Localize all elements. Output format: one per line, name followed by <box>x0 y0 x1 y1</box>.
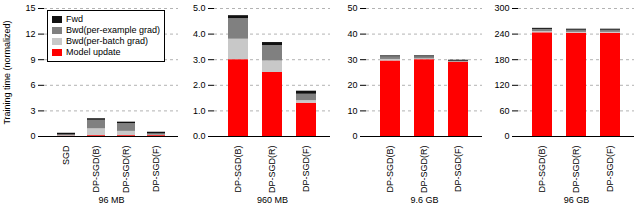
svg-text:3: 3 <box>30 106 35 116</box>
svg-text:30: 30 <box>347 55 357 65</box>
html-text:Model update: Model update <box>66 47 121 57</box>
svg-text:6: 6 <box>30 80 35 90</box>
svg-text:40: 40 <box>347 29 357 39</box>
svg-text:DP-SGD(R): DP-SGD(R) <box>419 146 429 194</box>
svg-text:0: 0 <box>30 131 35 141</box>
svg-text:60: 60 <box>499 106 509 116</box>
svg-text:96 GB: 96 GB <box>564 195 590 205</box>
svg-text:DP-SGD(R): DP-SGD(R) <box>121 146 131 194</box>
svg-text:4.0: 4.0 <box>193 29 206 39</box>
svg-text:9.6 GB: 9.6 GB <box>410 195 438 205</box>
svg-text:DP-SGD(F): DP-SGD(F) <box>453 146 463 193</box>
svg-text:Training time (normalized): Training time (normalized) <box>2 20 12 124</box>
html-text:Bwd(per-batch grad): Bwd(per-batch grad) <box>66 36 148 46</box>
svg-text:9: 9 <box>30 55 35 65</box>
svg-text:50: 50 <box>347 3 357 13</box>
svg-text:0.0: 0.0 <box>193 131 206 141</box>
svg-text:20: 20 <box>347 80 357 90</box>
svg-text:10: 10 <box>347 106 357 116</box>
svg-text:0: 0 <box>352 131 357 141</box>
svg-text:12: 12 <box>25 29 35 39</box>
svg-text:300: 300 <box>494 3 509 13</box>
svg-text:960 MB: 960 MB <box>257 195 288 205</box>
svg-text:5.0: 5.0 <box>193 3 206 13</box>
svg-text:DP-SGD(B): DP-SGD(B) <box>91 145 101 192</box>
svg-text:3.0: 3.0 <box>193 55 206 65</box>
svg-text:15: 15 <box>25 3 35 13</box>
svg-text:96 MB: 96 MB <box>98 195 124 205</box>
svg-text:DP-SGD(F): DP-SGD(F) <box>151 146 161 193</box>
svg-text:DP-SGD(F): DP-SGD(F) <box>605 146 615 193</box>
svg-text:SGD: SGD <box>61 145 71 165</box>
svg-text:0: 0 <box>504 131 509 141</box>
svg-text:DP-SGD(F): DP-SGD(F) <box>301 146 311 193</box>
svg-text:DP-SGD(R): DP-SGD(R) <box>571 146 581 194</box>
svg-text:DP-SGD(B): DP-SGD(B) <box>233 145 243 192</box>
html-text:Bwd(per-example grad): Bwd(per-example grad) <box>66 25 160 35</box>
svg-text:1.0: 1.0 <box>193 106 206 116</box>
svg-text:240: 240 <box>494 29 509 39</box>
svg-text:120: 120 <box>494 80 509 90</box>
svg-text:DP-SGD(B): DP-SGD(B) <box>537 145 547 192</box>
svg-text:DP-SGD(R): DP-SGD(R) <box>267 146 277 194</box>
svg-text:2.0: 2.0 <box>193 80 206 90</box>
svg-text:DP-SGD(B): DP-SGD(B) <box>385 145 395 192</box>
html-text:Fwd: Fwd <box>66 14 83 24</box>
svg-text:180: 180 <box>494 55 509 65</box>
